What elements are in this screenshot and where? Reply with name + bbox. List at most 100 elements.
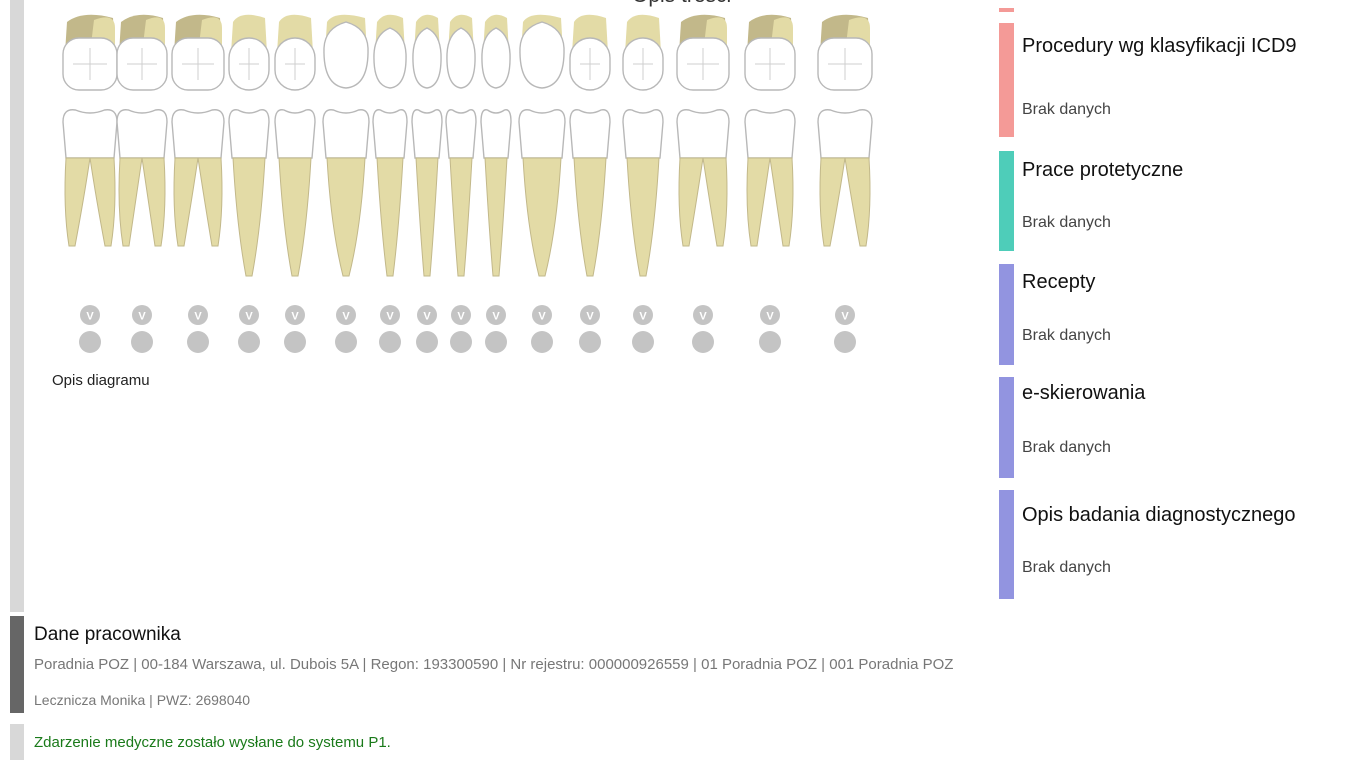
tooth-root bbox=[746, 157, 771, 247]
tooth-root bbox=[118, 157, 143, 247]
tooth-fissure bbox=[285, 48, 305, 80]
tooth-marker-v bbox=[380, 305, 400, 325]
tooth-root bbox=[415, 157, 439, 277]
tooth-marker-dot bbox=[759, 331, 781, 353]
section-value: Brak danych bbox=[1022, 327, 1111, 344]
tooth-fissure bbox=[182, 48, 214, 80]
tooth-root bbox=[326, 157, 366, 277]
tooth-marker-letter: V bbox=[245, 311, 253, 323]
section-value: Brak danych bbox=[1022, 559, 1111, 576]
section-color-bar bbox=[999, 377, 1014, 478]
tooth-root bbox=[678, 157, 704, 247]
section-value: Brak danych bbox=[1022, 214, 1111, 231]
tooth-crown-side bbox=[518, 109, 566, 159]
section-prosthetics[interactable]: Prace protetyczne Brak danych bbox=[999, 151, 1355, 251]
section-title: Opis badania diagnostycznego bbox=[1022, 504, 1296, 526]
tooth-marker-dot bbox=[238, 331, 260, 353]
tooth-marker-letter: V bbox=[86, 311, 94, 323]
section-e-referrals[interactable]: e-skierowania Brak danych bbox=[999, 377, 1355, 478]
tooth-marker-v bbox=[132, 305, 152, 325]
tooth: V bbox=[228, 14, 270, 353]
tooth-root bbox=[376, 157, 404, 277]
tooth-root bbox=[484, 157, 508, 277]
tooth: V bbox=[480, 14, 512, 353]
tooth-root bbox=[769, 157, 794, 247]
tooth-crown-side bbox=[322, 109, 370, 159]
tooth-root bbox=[141, 157, 166, 247]
tooth-marker-v bbox=[239, 305, 259, 325]
tooth-marker-v bbox=[486, 305, 506, 325]
section-color-bar bbox=[999, 8, 1014, 12]
tooth-crown-side bbox=[445, 109, 477, 159]
tooth-fissure bbox=[239, 48, 259, 80]
tooth-marker-dot bbox=[632, 331, 654, 353]
tooth-root bbox=[278, 157, 312, 277]
tooth-crown-occlusal bbox=[323, 21, 369, 89]
tooth-marker-dot bbox=[79, 331, 101, 353]
tooth: V bbox=[62, 14, 118, 353]
tooth-root bbox=[64, 157, 91, 247]
tooth-marker-letter: V bbox=[586, 311, 594, 323]
tooth-marker-v bbox=[760, 305, 780, 325]
tooth-marker-v bbox=[580, 305, 600, 325]
tooth-marker-v bbox=[80, 305, 100, 325]
tooth-marker-dot bbox=[379, 331, 401, 353]
tooth-marker-letter: V bbox=[138, 311, 146, 323]
tooth-root bbox=[573, 157, 607, 277]
content-title: Opis treści bbox=[632, 0, 731, 8]
tooth-marker-dot bbox=[485, 331, 507, 353]
tooth: V bbox=[622, 14, 664, 353]
tooth-root bbox=[89, 157, 116, 247]
tooth: V bbox=[322, 14, 370, 353]
tooth-marker-dot bbox=[692, 331, 714, 353]
tooth-crown-side bbox=[274, 109, 316, 159]
tooth-marker-v bbox=[336, 305, 356, 325]
section-prescriptions[interactable]: Recepty Brak danych bbox=[999, 264, 1355, 365]
tooth-marker-letter: V bbox=[841, 311, 849, 323]
tooth-marker-letter: V bbox=[639, 311, 647, 323]
tooth-fissure bbox=[687, 48, 719, 80]
tooth-marker-dot bbox=[335, 331, 357, 353]
tooth-root bbox=[522, 157, 562, 277]
tooth-root bbox=[702, 157, 728, 247]
tooth-root bbox=[173, 157, 199, 247]
tooth-crown-occlusal bbox=[373, 27, 407, 89]
tooth-crown-occlusal bbox=[481, 27, 511, 89]
tooth-root bbox=[626, 157, 660, 277]
section-title: Prace protetyczne bbox=[1022, 159, 1184, 181]
tooth-crown-side bbox=[411, 109, 443, 159]
tooth-crown-side bbox=[62, 109, 118, 159]
tooth-root bbox=[197, 157, 223, 247]
tooth-fissure bbox=[580, 48, 600, 80]
tooth-marker-letter: V bbox=[423, 311, 431, 323]
tooth: V bbox=[676, 14, 730, 353]
tooth-marker-v bbox=[835, 305, 855, 325]
tooth: V bbox=[274, 14, 316, 353]
tooth-marker-v bbox=[693, 305, 713, 325]
tooth-crown-side bbox=[171, 109, 225, 159]
section-value: Brak danych bbox=[1022, 439, 1111, 456]
tooth-marker-letter: V bbox=[386, 311, 394, 323]
tooth: V bbox=[171, 14, 225, 353]
tooth: V bbox=[518, 14, 566, 353]
tooth-marker-dot bbox=[416, 331, 438, 353]
tooth-fissure bbox=[127, 48, 157, 80]
tooth-crown-occlusal bbox=[446, 27, 476, 89]
tooth: V bbox=[817, 14, 873, 353]
tooth-fissure bbox=[73, 48, 107, 80]
tooth-root bbox=[819, 157, 846, 247]
tooth-crown-side bbox=[372, 109, 408, 159]
tooth-marker-v bbox=[633, 305, 653, 325]
tooth: V bbox=[569, 14, 611, 353]
tooth-marker-dot bbox=[131, 331, 153, 353]
tooth-marker-dot bbox=[284, 331, 306, 353]
tooth-crown-side bbox=[676, 109, 730, 159]
tooth-marker-v bbox=[188, 305, 208, 325]
tooth: V bbox=[116, 14, 168, 353]
tooth-crown-side bbox=[622, 109, 664, 159]
employee-name-pwz: Lecznicza Monika | PWZ: 2698040 bbox=[34, 692, 251, 708]
tooth-marker-v bbox=[285, 305, 305, 325]
section-diagnostic-description[interactable]: Opis badania diagnostycznego Brak danych bbox=[999, 490, 1355, 599]
section-icd9-procedures[interactable]: Procedury wg klasyfikacji ICD9 Brak dany… bbox=[999, 23, 1355, 137]
